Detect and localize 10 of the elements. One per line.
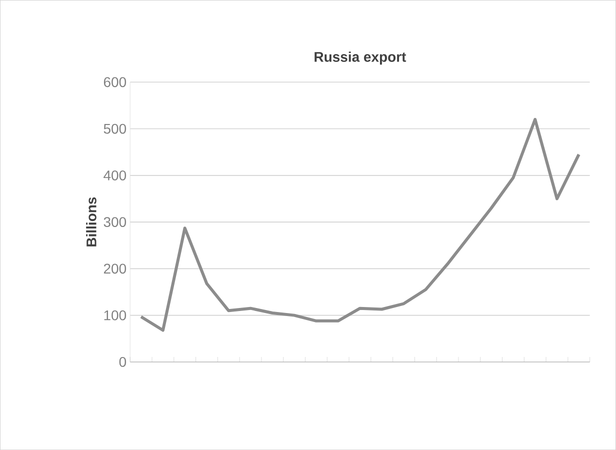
y-tick-label: 200 xyxy=(104,264,126,274)
y-tick-label: 400 xyxy=(104,170,126,180)
line-series xyxy=(140,118,580,332)
y-axis-title: Billions xyxy=(86,197,96,246)
y-tick-label: 300 xyxy=(104,217,126,227)
chart-title: Russia export xyxy=(314,52,406,65)
y-tick-label: 600 xyxy=(104,77,126,88)
y-tick-label: 0 xyxy=(119,356,126,367)
y-tick-label: 500 xyxy=(104,124,126,134)
y-tick-label: 100 xyxy=(104,310,126,320)
